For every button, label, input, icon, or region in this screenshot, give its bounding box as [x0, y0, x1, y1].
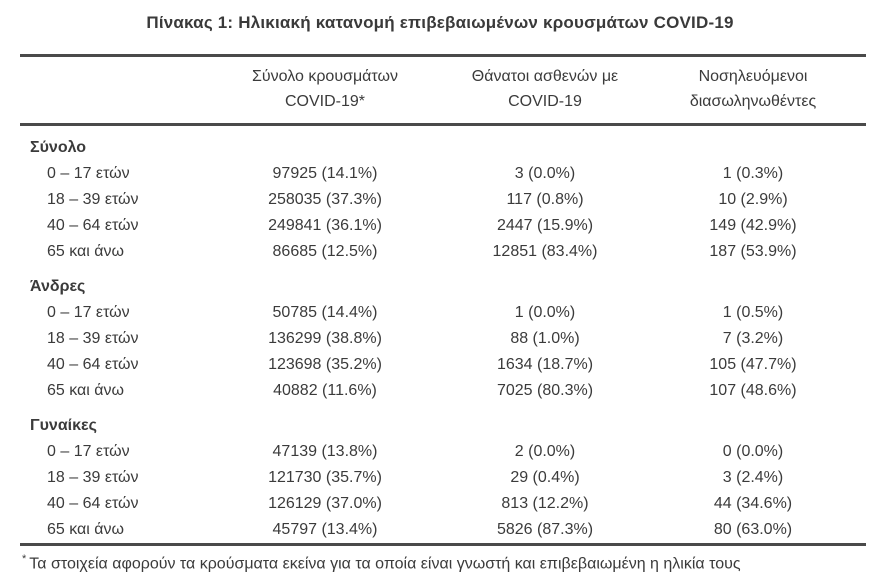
column-header-intubated: Νοσηλευόμενοι διασωληνωθέντες: [689, 68, 817, 110]
empty-header-cell: [20, 56, 200, 125]
intubated-cell: 1 (0.5%): [722, 304, 784, 321]
table-row: 0 – 17 ετών 97925 (14.1%) 3 (0.0%) 1 (0.…: [20, 161, 866, 187]
age-group-label: 18 – 39 ετών: [47, 191, 139, 208]
footnote-asterisk: *: [22, 553, 27, 565]
table-row: 65 και άνω 86685 (12.5%) 12851 (83.4%) 1…: [20, 239, 866, 265]
table-row: 65 και άνω 45797 (13.4%) 5826 (87.3%) 80…: [20, 517, 866, 545]
table-row: 18 – 39 ετών 136299 (38.8%) 88 (1.0%) 7 …: [20, 326, 866, 352]
age-group-label: 18 – 39 ετών: [47, 469, 139, 486]
age-group-label: 0 – 17 ετών: [47, 165, 130, 182]
intubated-cell: 44 (34.6%): [713, 495, 793, 512]
section-row-total: Σύνολο: [20, 125, 866, 162]
deaths-cell: 88 (1.0%): [510, 330, 580, 347]
table-row: 0 – 17 ετών 47139 (13.8%) 2 (0.0%) 0 (0.…: [20, 439, 866, 465]
cases-cell: 249841 (36.1%): [268, 217, 382, 234]
intubated-cell: 80 (63.0%): [713, 521, 793, 538]
footnote-text: Τα στοιχεία αφορούν τα κρούσματα εκείνα …: [29, 555, 741, 573]
intubated-cell: 107 (48.6%): [709, 382, 797, 399]
age-group-label: 0 – 17 ετών: [47, 443, 130, 460]
table-row: 18 – 39 ετών 121730 (35.7%) 29 (0.4%) 3 …: [20, 465, 866, 491]
deaths-cell: 117 (0.8%): [506, 191, 584, 208]
intubated-cell: 7 (3.2%): [722, 330, 784, 347]
deaths-cell: 3 (0.0%): [514, 165, 576, 182]
age-group-label: 40 – 64 ετών: [47, 217, 139, 234]
table-row: 40 – 64 ετών 126129 (37.0%) 813 (12.2%) …: [20, 491, 866, 517]
age-group-label: 65 και άνω: [47, 243, 125, 260]
deaths-cell: 7025 (80.3%): [496, 382, 594, 399]
table-row: 18 – 39 ετών 258035 (37.3%) 117 (0.8%) 1…: [20, 187, 866, 213]
age-group-label: 40 – 64 ετών: [47, 495, 139, 512]
deaths-cell: 5826 (87.3%): [496, 521, 594, 538]
cases-cell: 86685 (12.5%): [272, 243, 378, 260]
cases-cell: 40882 (11.6%): [273, 382, 377, 399]
table-row: 65 και άνω 40882 (11.6%) 7025 (80.3%) 10…: [20, 378, 866, 404]
deaths-cell: 1 (0.0%): [514, 304, 576, 321]
section-row-men: Άνδρες: [20, 265, 866, 300]
cases-cell: 123698 (35.2%): [268, 356, 382, 373]
intubated-cell: 1 (0.3%): [722, 165, 784, 182]
intubated-cell: 0 (0.0%): [722, 443, 784, 460]
intubated-cell: 3 (2.4%): [722, 469, 784, 486]
table-title: Πίνακας 1: Ηλικιακή κατανομή επιβεβαιωμέ…: [146, 13, 734, 32]
table-row: 0 – 17 ετών 50785 (14.4%) 1 (0.0%) 1 (0.…: [20, 300, 866, 326]
age-group-label: 18 – 39 ετών: [47, 330, 139, 347]
intubated-cell: 10 (2.9%): [718, 191, 788, 208]
deaths-cell: 12851 (83.4%): [492, 243, 598, 260]
cases-cell: 97925 (14.1%): [272, 165, 378, 182]
age-group-label: 65 και άνω: [47, 521, 125, 538]
column-header-total-cases: Σύνολο κρουσμάτων COVID-19*: [251, 68, 398, 110]
deaths-cell: 29 (0.4%): [510, 469, 580, 486]
cases-cell: 126129 (37.0%): [268, 495, 382, 512]
covid-age-distribution-table: Σύνολο κρουσμάτων COVID-19* Θάνατοι ασθε…: [20, 54, 866, 546]
section-label: Άνδρες: [30, 278, 86, 295]
age-group-label: 65 και άνω: [47, 382, 125, 399]
deaths-cell: 2 (0.0%): [514, 443, 576, 460]
cases-cell: 121730 (35.7%): [268, 469, 382, 486]
cases-cell: 136299 (38.8%): [268, 330, 382, 347]
column-header-deaths: Θάνατοι ασθενών με COVID-19: [471, 68, 619, 110]
table-row: 40 – 64 ετών 123698 (35.2%) 1634 (18.7%)…: [20, 352, 866, 378]
header-row: Σύνολο κρουσμάτων COVID-19* Θάνατοι ασθε…: [20, 56, 866, 125]
intubated-cell: 187 (53.9%): [709, 243, 797, 260]
section-row-women: Γυναίκες: [20, 404, 866, 439]
deaths-cell: 2447 (15.9%): [496, 217, 594, 234]
table-row: 40 – 64 ετών 249841 (36.1%) 2447 (15.9%)…: [20, 213, 866, 239]
deaths-cell: 813 (12.2%): [501, 495, 589, 512]
intubated-cell: 149 (42.9%): [709, 217, 797, 234]
age-group-label: 0 – 17 ετών: [47, 304, 130, 321]
section-label: Γυναίκες: [30, 417, 97, 434]
section-label: Σύνολο: [30, 139, 87, 156]
cases-cell: 47139 (13.8%): [272, 443, 378, 460]
deaths-cell: 1634 (18.7%): [496, 356, 594, 373]
intubated-cell: 105 (47.7%): [709, 356, 797, 373]
age-group-label: 40 – 64 ετών: [47, 356, 139, 373]
cases-cell: 50785 (14.4%): [272, 304, 378, 321]
footnote: * Τα στοιχεία αφορούν τα κρούσματα εκείνα…: [22, 553, 880, 573]
cases-cell: 45797 (13.4%): [272, 521, 378, 538]
cases-cell: 258035 (37.3%): [268, 191, 382, 208]
